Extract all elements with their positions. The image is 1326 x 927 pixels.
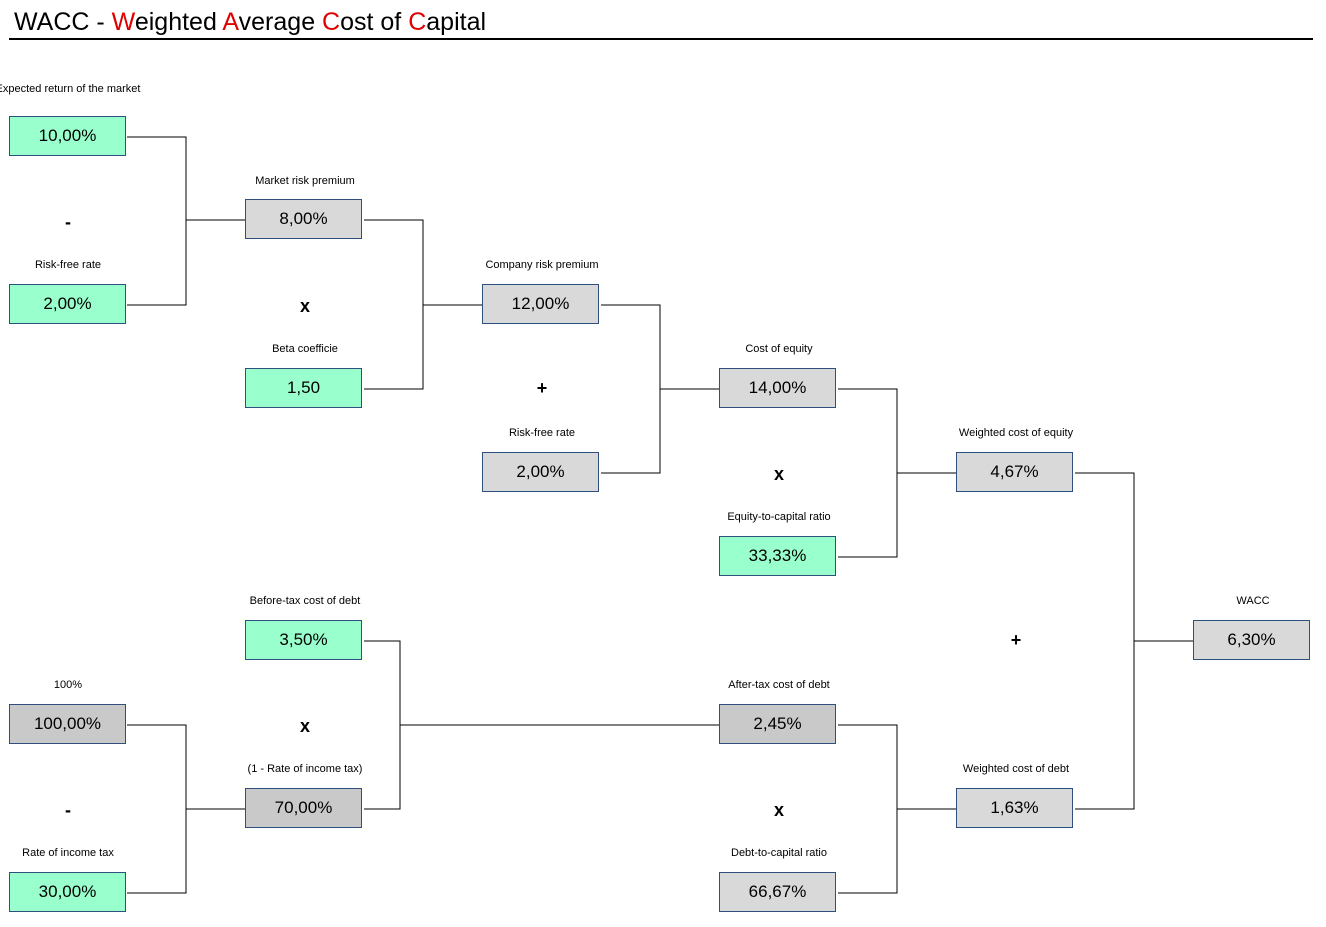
multiply-operator: x xyxy=(299,716,310,736)
connector-debt-inputs xyxy=(364,640,401,810)
income-tax-rate-label: Rate of income tax xyxy=(22,847,114,859)
cost-of-equity-label: Cost of equity xyxy=(745,343,813,355)
minus-operator: - xyxy=(65,212,71,232)
plus-operator: + xyxy=(1010,630,1022,650)
title-rest-w: eighted xyxy=(134,8,223,36)
before-tax-debt-label: Before-tax cost of debt xyxy=(249,595,361,607)
title-rest-a: verage xyxy=(238,8,323,36)
equity-ratio-label: Equity-to-capital ratio xyxy=(727,511,831,523)
risk-free-rate-cell[interactable]: 2,00% xyxy=(9,284,126,324)
title-letter-c2: C xyxy=(408,8,427,36)
company-risk-premium-label: Company risk premium xyxy=(485,259,599,271)
debt-ratio-label: Debt-to-capital ratio xyxy=(731,847,827,859)
beta-coefficient-label: Beta coefficie xyxy=(272,343,338,355)
one-minus-tax-cell[interactable]: 70,00% xyxy=(245,788,362,828)
connector-equity-ratio xyxy=(838,388,898,558)
page-title: WACC - Weighted Average Cost of Capital xyxy=(14,6,486,38)
market-risk-premium-label: Market risk premium xyxy=(255,175,355,187)
title-letter-a: A xyxy=(222,8,239,36)
title-rest-c2: apital xyxy=(426,8,487,36)
multiply-operator: x xyxy=(299,296,310,316)
title-prefix: WACC - xyxy=(14,8,112,36)
title-letter-w: W xyxy=(111,8,135,36)
weighted-cost-equity-label: Weighted cost of equity xyxy=(958,427,1074,439)
connector-tax-inputs xyxy=(127,724,187,894)
multiply-operator: x xyxy=(773,800,784,820)
after-tax-debt-cell[interactable]: 2,45% xyxy=(719,704,836,744)
beta-coefficient-cell[interactable]: 1,50 xyxy=(245,368,362,408)
minus-operator: - xyxy=(65,800,71,820)
cost-of-equity-cell[interactable]: 14,00% xyxy=(719,368,836,408)
title-letter-c1: C xyxy=(322,8,341,36)
hundred-percent-cell[interactable]: 100,00% xyxy=(9,704,126,744)
plus-operator: + xyxy=(536,378,548,398)
after-tax-debt-label: After-tax cost of debt xyxy=(728,679,830,691)
company-risk-premium-cell[interactable]: 12,00% xyxy=(482,284,599,324)
multiply-operator: x xyxy=(773,464,784,484)
connector-debt-ratio xyxy=(838,724,898,894)
risk-free-rate-2-cell[interactable]: 2,00% xyxy=(482,452,599,492)
risk-free-rate-label: Risk-free rate xyxy=(34,259,102,271)
risk-free-rate-2-label: Risk-free rate xyxy=(508,427,576,439)
weighted-cost-debt-cell[interactable]: 1,63% xyxy=(956,788,1073,828)
connector-wacc-inputs xyxy=(1075,472,1135,810)
wacc-result-cell[interactable]: 6,30% xyxy=(1193,620,1310,660)
equity-ratio-cell[interactable]: 33,33% xyxy=(719,536,836,576)
expected-return-cell[interactable]: 10,00% xyxy=(9,116,126,156)
connector-company-riskfree xyxy=(601,304,661,474)
connector-market-risk-beta xyxy=(364,219,424,390)
expected-return-label: Expected return of the market xyxy=(0,83,141,95)
debt-ratio-cell[interactable]: 66,67% xyxy=(719,872,836,912)
hundred-percent-label: 100% xyxy=(53,679,83,691)
market-risk-premium-cell[interactable]: 8,00% xyxy=(245,199,362,239)
title-rest-c1: ost of xyxy=(340,8,409,36)
title-divider xyxy=(9,38,1313,40)
before-tax-debt-cell[interactable]: 3,50% xyxy=(245,620,362,660)
connector-expected-return xyxy=(127,136,187,306)
weighted-cost-debt-label: Weighted cost of debt xyxy=(962,763,1070,775)
one-minus-tax-label: (1 - Rate of income tax) xyxy=(247,763,363,775)
wacc-label: WACC xyxy=(1236,595,1270,607)
weighted-cost-equity-cell[interactable]: 4,67% xyxy=(956,452,1073,492)
income-tax-rate-cell[interactable]: 30,00% xyxy=(9,872,126,912)
